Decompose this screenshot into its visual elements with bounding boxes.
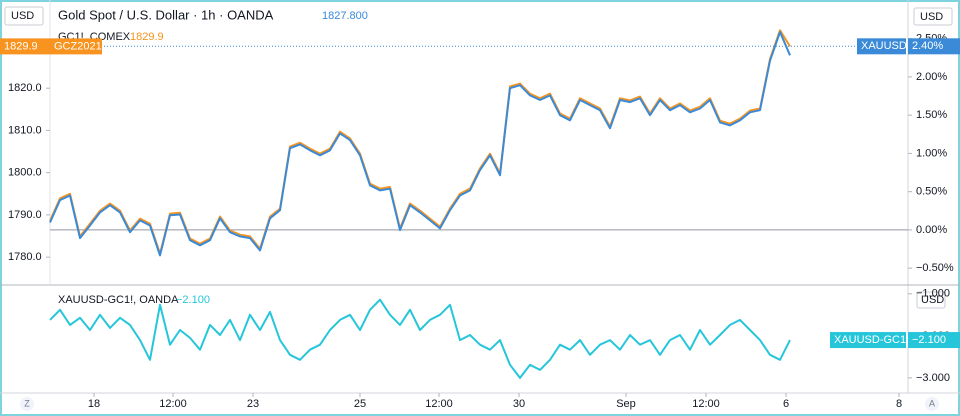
y2-tick-label: 1.00% [916, 147, 947, 159]
y-tick-label: 1800.0 [8, 167, 42, 179]
x-tick-label: Sep [616, 398, 636, 410]
x-tick-label: 12:00 [425, 398, 453, 410]
price-tag: 1829.9 [4, 40, 38, 52]
series-line [49, 31, 791, 257]
currency-button[interactable] [916, 291, 946, 309]
y2-tick-label: 1.50% [916, 109, 947, 121]
y2-tick-label: −0.50% [916, 262, 954, 274]
series-tag-bg [50, 38, 102, 55]
y2-tag-bg [908, 38, 960, 55]
y2-tick-label: 0.50% [916, 186, 947, 198]
y2-tick-label: 0.00% [916, 224, 947, 236]
y-tick-label: 1780.0 [8, 251, 42, 263]
y-tick-label: 1790.0 [8, 209, 42, 221]
auto-button[interactable] [925, 397, 939, 411]
x-tick-label: 8 [896, 398, 902, 410]
x-tick-label: 12:00 [692, 398, 720, 410]
x-tick-label: 30 [513, 398, 525, 410]
series-tag: GCZ2021 [54, 40, 102, 52]
series-tag-bg [857, 38, 906, 55]
series-tag: XAUUSD-GC1! [834, 334, 909, 346]
series-tag-bg [830, 332, 906, 349]
y-tick-label: 1820.0 [8, 82, 42, 94]
y2-tick-label: 2.00% [916, 71, 947, 83]
y2-tag: 2.40% [912, 40, 943, 52]
currency-button[interactable] [913, 7, 953, 26]
chart-title: Gold Spot / U.S. Dollar · 1h · OANDA [58, 7, 274, 22]
y2-tick-label: −3.000 [916, 372, 950, 384]
x-tick-label: 18 [88, 398, 100, 410]
currency-button[interactable] [4, 6, 44, 26]
x-tick-label: 25 [354, 398, 366, 410]
last-value: 1827.800 [322, 10, 368, 22]
auto-button-label[interactable]: A [929, 398, 935, 408]
zoom-button-label[interactable]: Z [24, 398, 30, 408]
last-value: −2.100 [176, 294, 210, 306]
y-tick-label: 1810.0 [8, 124, 42, 136]
series-line [49, 298, 791, 379]
legend-entry: XAUUSD-GC1!, OANDA [58, 294, 179, 306]
currency[interactable]: USD [11, 10, 34, 22]
zoom-button[interactable] [20, 397, 34, 411]
x-tick-label: 23 [247, 398, 259, 410]
plot [49, 29, 908, 379]
x-tick-label: 6 [783, 398, 789, 410]
series-line [49, 29, 791, 255]
y2-tag: −2.100 [912, 334, 946, 346]
y2-tag-bg [908, 332, 960, 349]
price-tag-bg [0, 38, 50, 55]
currency[interactable]: USD [921, 294, 944, 306]
x-tick-label: 12:00 [159, 398, 187, 410]
y2-tick-label: −1.000 [916, 288, 950, 300]
currency[interactable]: USD [920, 11, 943, 23]
last-value: 1829.9 [130, 31, 164, 43]
series-tag: XAUUSD [861, 40, 907, 52]
